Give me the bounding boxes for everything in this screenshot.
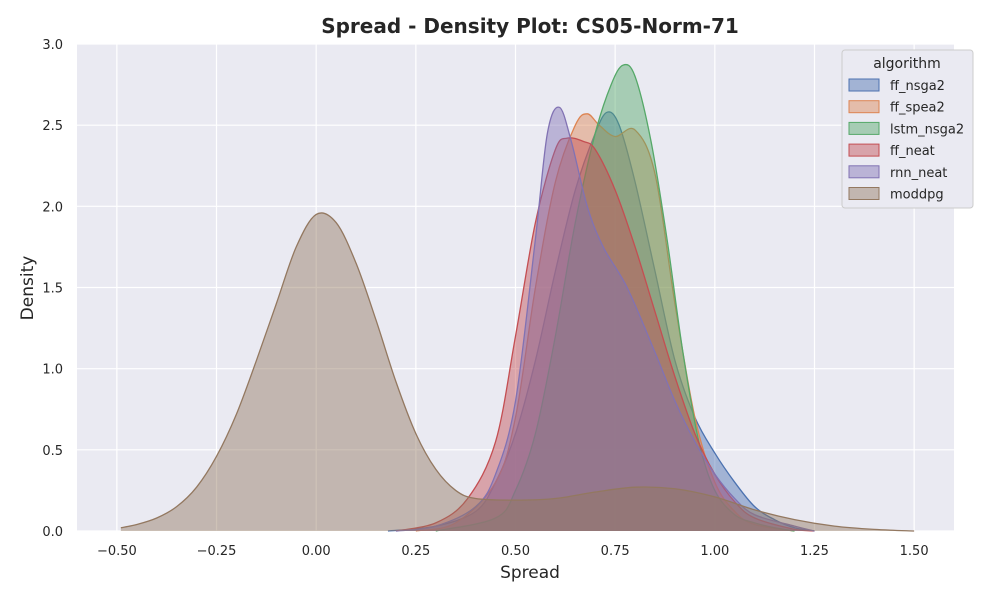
x-tick-label: 1.25 bbox=[800, 544, 829, 559]
y-axis-title: Density bbox=[18, 256, 38, 321]
x-tick-label: 0.75 bbox=[601, 544, 630, 559]
y-tick-label: 0.0 bbox=[42, 525, 63, 540]
x-tick-label: −0.25 bbox=[197, 544, 237, 559]
legend-box bbox=[841, 49, 974, 209]
legend-label-ff_neat: ff_neat bbox=[890, 144, 935, 159]
legend-label-ff_spea2: ff_spea2 bbox=[890, 101, 945, 116]
y-tick-label: 2.5 bbox=[42, 119, 63, 134]
density-area-rnn_neat bbox=[395, 107, 815, 531]
legend-swatch-ff_spea2 bbox=[848, 100, 880, 114]
density-line-lstm_nsga2 bbox=[435, 63, 795, 532]
legend-label-lstm_nsga2: lstm_nsga2 bbox=[890, 122, 964, 137]
x-tick-label: −0.50 bbox=[97, 544, 137, 559]
legend: algorithm ff_nsga2 ff_spea2 lstm_nsga2 ff_n… bbox=[841, 49, 974, 209]
density-area-ff_spea2 bbox=[415, 113, 795, 532]
legend-title: algorithm bbox=[873, 56, 941, 72]
y-tick-label: 2.0 bbox=[42, 200, 63, 215]
legend-swatch-moddpg bbox=[848, 187, 880, 200]
legend-label-moddpg: moddpg bbox=[890, 188, 944, 203]
legend-label-rnn_neat: rnn_neat bbox=[890, 166, 947, 181]
x-tick-label: 0.00 bbox=[302, 544, 331, 559]
legend-swatch-lstm_nsga2 bbox=[848, 121, 880, 135]
x-tick-label: 1.00 bbox=[700, 544, 729, 559]
x-tick-label: 1.50 bbox=[900, 544, 929, 559]
density-area-moddpg bbox=[120, 212, 915, 531]
x-tick-label: 0.25 bbox=[401, 544, 430, 559]
density-line-ff_spea2 bbox=[415, 113, 795, 532]
density-line-moddpg bbox=[120, 212, 915, 532]
x-tick-label: 0.50 bbox=[501, 544, 530, 559]
legend-swatch-ff_nsga2 bbox=[848, 78, 880, 92]
density-line-ff_neat bbox=[395, 137, 815, 532]
density-area-ff_nsga2 bbox=[387, 111, 815, 532]
y-tick-label: 1.5 bbox=[42, 282, 63, 297]
chart-title: Spread - Density Plot: CS05-Norm-71 bbox=[321, 14, 739, 38]
density-area-ff_neat bbox=[395, 137, 815, 531]
legend-swatch-rnn_neat bbox=[848, 165, 880, 179]
legend-label-ff_nsga2: ff_nsga2 bbox=[890, 79, 945, 94]
series-layer bbox=[120, 63, 915, 532]
y-tick-label: 3.0 bbox=[42, 38, 63, 53]
y-tick-label: 0.5 bbox=[42, 444, 63, 459]
y-tick-label: 1.0 bbox=[42, 363, 63, 378]
density-area-lstm_nsga2 bbox=[435, 64, 795, 531]
x-axis-title: Spread bbox=[500, 563, 560, 583]
ticks-layer: −0.50 −0.25 0.00 0.25 0.50 0.75 1.00 1.25 1.50 0.… bbox=[42, 38, 928, 559]
legend-swatch-ff_neat bbox=[848, 143, 880, 157]
density-line-rnn_neat bbox=[395, 106, 815, 532]
